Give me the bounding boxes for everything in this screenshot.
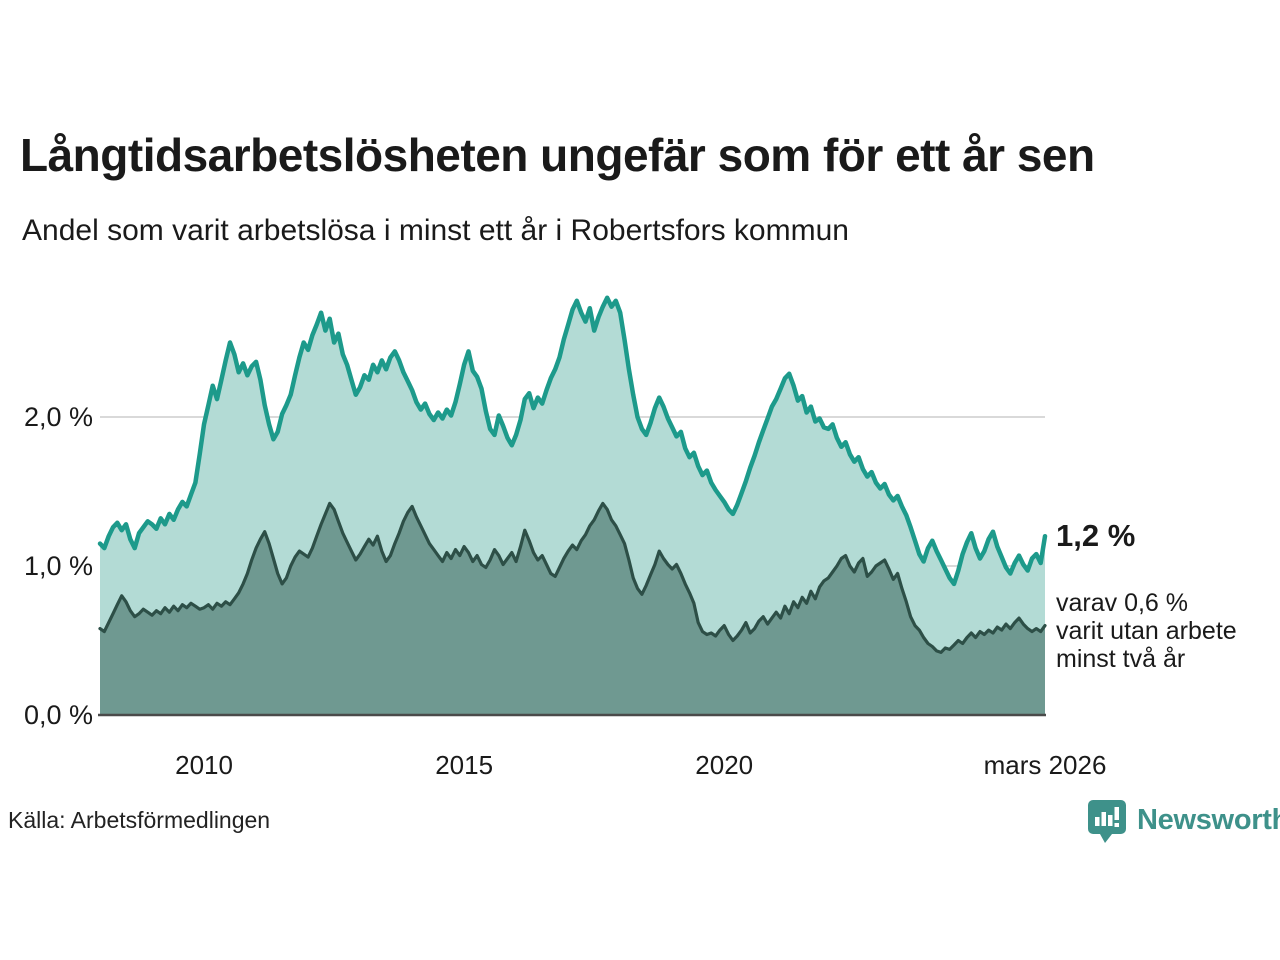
end-sub-line-3: minst två år	[1056, 645, 1186, 673]
chart-title: Långtidsarbetslösheten ungefär som för e…	[20, 129, 1095, 181]
x-tick-2020: 2020	[695, 750, 754, 780]
y-tick-2.0: 2,0 %	[23, 402, 93, 432]
area-fill-2yr	[100, 503, 1045, 715]
line-2yr	[98, 501, 1047, 654]
end-sub-annotation: varav 0,6 % varit utan arbete minst två …	[1056, 589, 1237, 673]
x-tick-mars-2026: mars 2026	[983, 750, 1107, 780]
end-value-label: 1,2 %	[1056, 518, 1136, 553]
y-tick-1.0: 1,0 %	[23, 551, 93, 581]
x-tick-2010: 2010	[175, 750, 233, 780]
source-attribution: Källa: Arbetsförmedlingen	[8, 807, 271, 833]
chart-subtitle: Andel som varit arbetslösa i minst ett å…	[22, 214, 849, 247]
line-1yr	[97, 295, 1048, 587]
brand-name: Newsworthy	[1137, 804, 1280, 836]
y-tick-0.0: 0,0 %	[23, 700, 93, 730]
x-tick-2015: 2015	[435, 750, 494, 780]
newsworthy-icon	[1088, 800, 1126, 843]
brand-logo: Newsworthy	[1087, 799, 1280, 845]
end-sub-line-2: varit utan arbete	[1056, 617, 1237, 645]
end-sub-line-1: varav 0,6 %	[1056, 589, 1189, 617]
